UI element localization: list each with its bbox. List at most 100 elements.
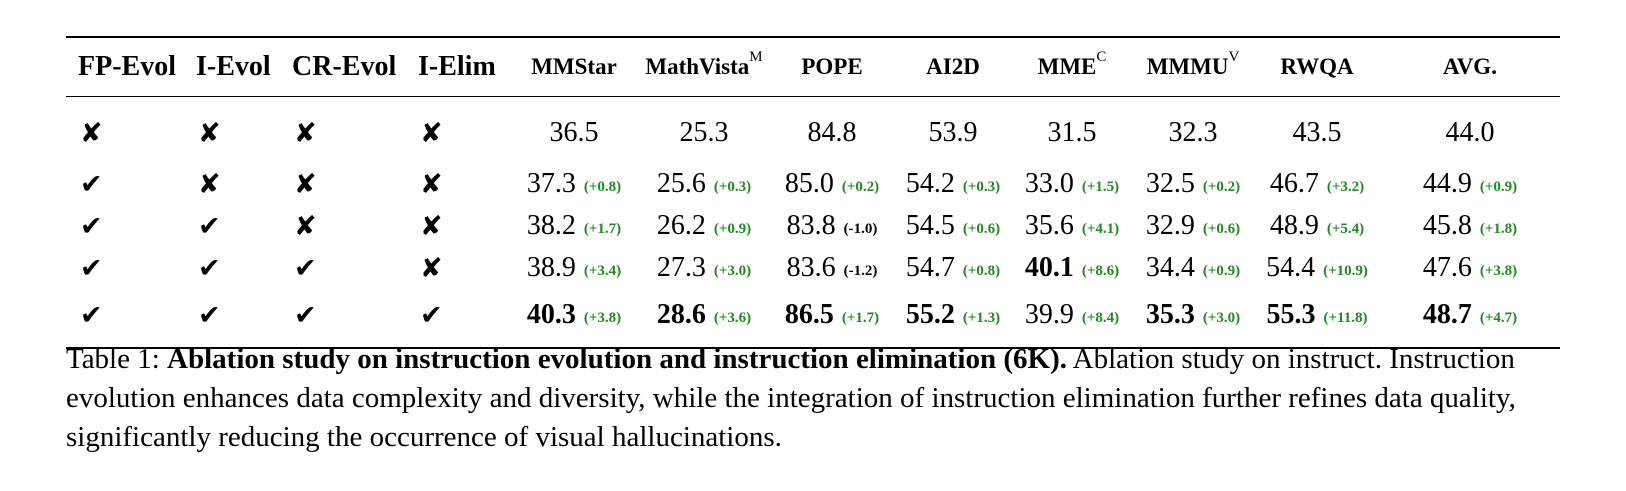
table-cell: 32.3 <box>1132 97 1254 164</box>
cell-value: 38.9 <box>526 252 576 283</box>
table-row: ✔ ✔ ✔ ✘ 38.9 (+3.4) 27.3 (+3.0) 83.6 (-1.2) 54.7 (+… <box>66 247 1560 289</box>
cell-delta: (+3.8) <box>583 310 622 326</box>
column-header-superscript: M <box>749 49 763 65</box>
cell-value: 25.6 <box>656 168 706 199</box>
cell-value: 32.5 <box>1145 168 1195 199</box>
cell-delta: (+0.6) <box>1202 221 1241 237</box>
table-cell: 44.0 <box>1380 97 1560 164</box>
cross-icon: ✘ <box>198 117 221 149</box>
check-icon: ✔ <box>294 299 317 331</box>
table-cell: 28.6 (+3.6) <box>638 289 770 348</box>
cell-value: 47.6 <box>1422 252 1472 283</box>
table-cell: 84.8 <box>770 97 894 164</box>
cell-delta: (+1.7) <box>841 310 880 326</box>
table-cell: 44.9 (+0.9) <box>1380 163 1560 205</box>
table-cell: 26.2 (+0.9) <box>638 205 770 247</box>
column-header: I-Evol <box>184 37 280 97</box>
table-row: ✔ ✘ ✘ ✘ 37.3 (+0.8) 25.6 (+0.3) 85.0 (+0.2) 54.2 (+… <box>66 163 1560 205</box>
cell-value: 84.8 <box>807 117 857 148</box>
column-header: RWQA <box>1254 37 1380 97</box>
cell-value: 44.9 <box>1422 168 1472 199</box>
cell-value: 85.0 <box>784 168 834 199</box>
column-header-label: MathVista <box>645 54 750 79</box>
cell-delta: (+4.1) <box>1081 221 1120 237</box>
cell-value: 54.2 <box>905 168 955 199</box>
cell-delta: (+0.9) <box>1479 179 1518 195</box>
caption-body: Ablation study on instruct. Instruction … <box>66 343 1516 453</box>
table-cell: 54.2 (+0.3) <box>894 163 1012 205</box>
cell-value: 54.4 <box>1266 252 1316 283</box>
cell-delta: (+3.0) <box>1202 310 1241 326</box>
cell-value: 33.0 <box>1024 168 1074 199</box>
table-cell: 86.5 (+1.7) <box>770 289 894 348</box>
cell-delta: (+3.2) <box>1326 179 1365 195</box>
cell-value: 55.3 <box>1266 299 1316 330</box>
cell-value: 48.9 <box>1269 210 1319 241</box>
table-cell: 34.4 (+0.9) <box>1132 247 1254 289</box>
table-cell: 54.4 (+10.9) <box>1254 247 1380 289</box>
cell-delta: (+8.6) <box>1081 263 1120 279</box>
cell-value: 46.7 <box>1269 168 1319 199</box>
ablation-results-table: FP-Evol I-Evol CR-Evol I-Elim MMStar MathVist… <box>66 36 1560 349</box>
column-header: MMMUV <box>1132 37 1254 97</box>
column-header-label: POPE <box>801 54 863 79</box>
column-header-label: RWQA <box>1280 54 1354 79</box>
cell-delta: (+1.5) <box>1081 179 1120 195</box>
caption-title: Ablation study on instruction evolution … <box>167 343 1067 375</box>
cell-value: 54.5 <box>905 210 955 241</box>
table-row: ✘ ✘ ✘ ✘ 36.5 25.3 84.8 53.9 31.5 32.3 43.5 44.0 <box>66 97 1560 164</box>
cell-delta: (+8.4) <box>1081 310 1120 326</box>
column-header-label: I-Evol <box>196 51 271 82</box>
table-cell: 85.0 (+0.2) <box>770 163 894 205</box>
cross-icon: ✘ <box>294 168 317 200</box>
column-header-label: CR-Evol <box>292 51 397 82</box>
table-cell: 54.5 (+0.6) <box>894 205 1012 247</box>
table-row: ✔ ✔ ✔ ✔ 40.3 (+3.8) 28.6 (+3.6) 86.5 (+1.7) 55.2 (+… <box>66 289 1560 348</box>
cell-delta: (+0.2) <box>841 179 880 195</box>
cell-delta: (+0.2) <box>1202 179 1241 195</box>
check-icon: ✔ <box>80 168 103 200</box>
cell-value: 86.5 <box>784 299 834 330</box>
cell-value: 32.3 <box>1168 117 1218 148</box>
table-cell: 38.9 (+3.4) <box>510 247 638 289</box>
cell-delta: (+4.7) <box>1479 310 1518 326</box>
column-header-superscript: C <box>1096 49 1107 65</box>
table-body: ✘ ✘ ✘ ✘ 36.5 25.3 84.8 53.9 31.5 32.3 43.5 44.0 ✔ ✘ ✘ ✘… <box>66 97 1560 348</box>
cross-icon: ✘ <box>420 117 443 149</box>
cell-value: 45.8 <box>1422 210 1472 241</box>
cross-icon: ✘ <box>420 168 443 200</box>
column-header-label: AVG. <box>1443 54 1497 79</box>
cell-delta: (+3.4) <box>583 263 622 279</box>
check-icon: ✔ <box>420 299 443 331</box>
cell-value: 32.9 <box>1145 210 1195 241</box>
column-header: FP-Evol <box>66 37 184 97</box>
cell-delta: (+0.8) <box>962 263 1001 279</box>
cell-delta: (+0.9) <box>1202 263 1241 279</box>
cell-delta: (+0.9) <box>713 221 752 237</box>
cell-delta: (-1.2) <box>843 263 878 279</box>
table-cell: 55.3 (+11.8) <box>1254 289 1380 348</box>
table-row: ✔ ✔ ✘ ✘ 38.2 (+1.7) 26.2 (+0.9) 83.8 (-1.0) 54.5 (+… <box>66 205 1560 247</box>
cell-value: 83.6 <box>786 252 836 283</box>
cell-value: 44.0 <box>1445 117 1495 148</box>
cell-delta: (+1.7) <box>583 221 622 237</box>
cell-delta: (+0.8) <box>583 179 622 195</box>
cell-delta: (+0.3) <box>713 179 752 195</box>
cross-icon: ✘ <box>198 168 221 200</box>
cell-delta: (+0.3) <box>962 179 1001 195</box>
table-cell: 83.8 (-1.0) <box>770 205 894 247</box>
check-icon: ✔ <box>198 210 221 242</box>
table-cell: 55.2 (+1.3) <box>894 289 1012 348</box>
cell-value: 36.5 <box>549 117 599 148</box>
column-header-label: MMStar <box>531 54 617 79</box>
cell-delta: (+1.3) <box>962 310 1001 326</box>
caption-prefix: Table 1: <box>66 343 168 375</box>
check-icon: ✔ <box>198 252 221 284</box>
table-cell: 43.5 <box>1254 97 1380 164</box>
cell-value: 34.4 <box>1145 252 1195 283</box>
table-cell: 83.6 (-1.2) <box>770 247 894 289</box>
check-icon: ✔ <box>80 210 103 242</box>
table-cell: 38.2 (+1.7) <box>510 205 638 247</box>
column-header-label: MME <box>1037 54 1097 79</box>
table-cell: 25.6 (+0.3) <box>638 163 770 205</box>
